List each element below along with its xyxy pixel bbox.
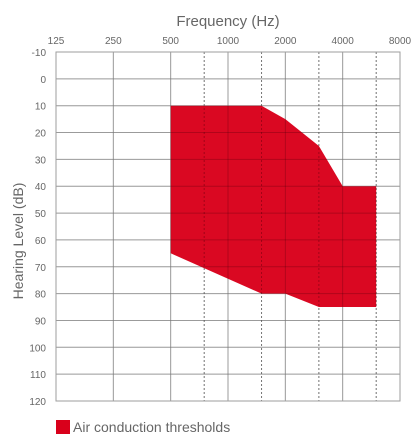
x-tick-label: 125	[48, 36, 65, 47]
y-tick-label: -10	[32, 48, 47, 59]
legend-label: Air conduction thresholds	[73, 419, 230, 434]
y-tick-label: 70	[35, 263, 47, 274]
y-tick-label: 80	[35, 290, 47, 301]
y-tick-label: 110	[30, 370, 46, 381]
y-tick-label: 120	[29, 397, 46, 408]
x-tick-label: 1000	[217, 36, 240, 47]
y-tick-label: 60	[35, 236, 47, 247]
chart-title: Frequency (Hz)	[176, 13, 279, 30]
x-tick-label: 4000	[332, 36, 355, 47]
y-tick-label: 100	[29, 343, 46, 354]
y-tick-label: 10	[35, 102, 47, 113]
y-tick-label: 0	[40, 75, 46, 86]
plot-frame-layer	[55, 51, 401, 402]
x-tick-label: 250	[105, 36, 122, 47]
legend-swatch	[56, 420, 70, 434]
x-tick-label: 2000	[274, 36, 297, 47]
area-layer	[55, 51, 401, 402]
x-tick-label: 8000	[389, 36, 412, 47]
y-tick-label: 30	[35, 155, 47, 166]
label-layer: Frequency (Hz) Hearing Level (dB) Air co…	[10, 13, 412, 435]
y-tick-label: 50	[35, 209, 47, 220]
air-conduction-threshold-area	[170, 105, 377, 307]
y-tick-label: 90	[35, 316, 47, 327]
plot-frame	[55, 51, 401, 402]
y-axis-label: Hearing Level (dB)	[10, 183, 26, 300]
x-tick-label: 500	[162, 36, 179, 47]
y-tick-label: 40	[35, 182, 47, 193]
y-tick-label: 20	[35, 129, 47, 140]
